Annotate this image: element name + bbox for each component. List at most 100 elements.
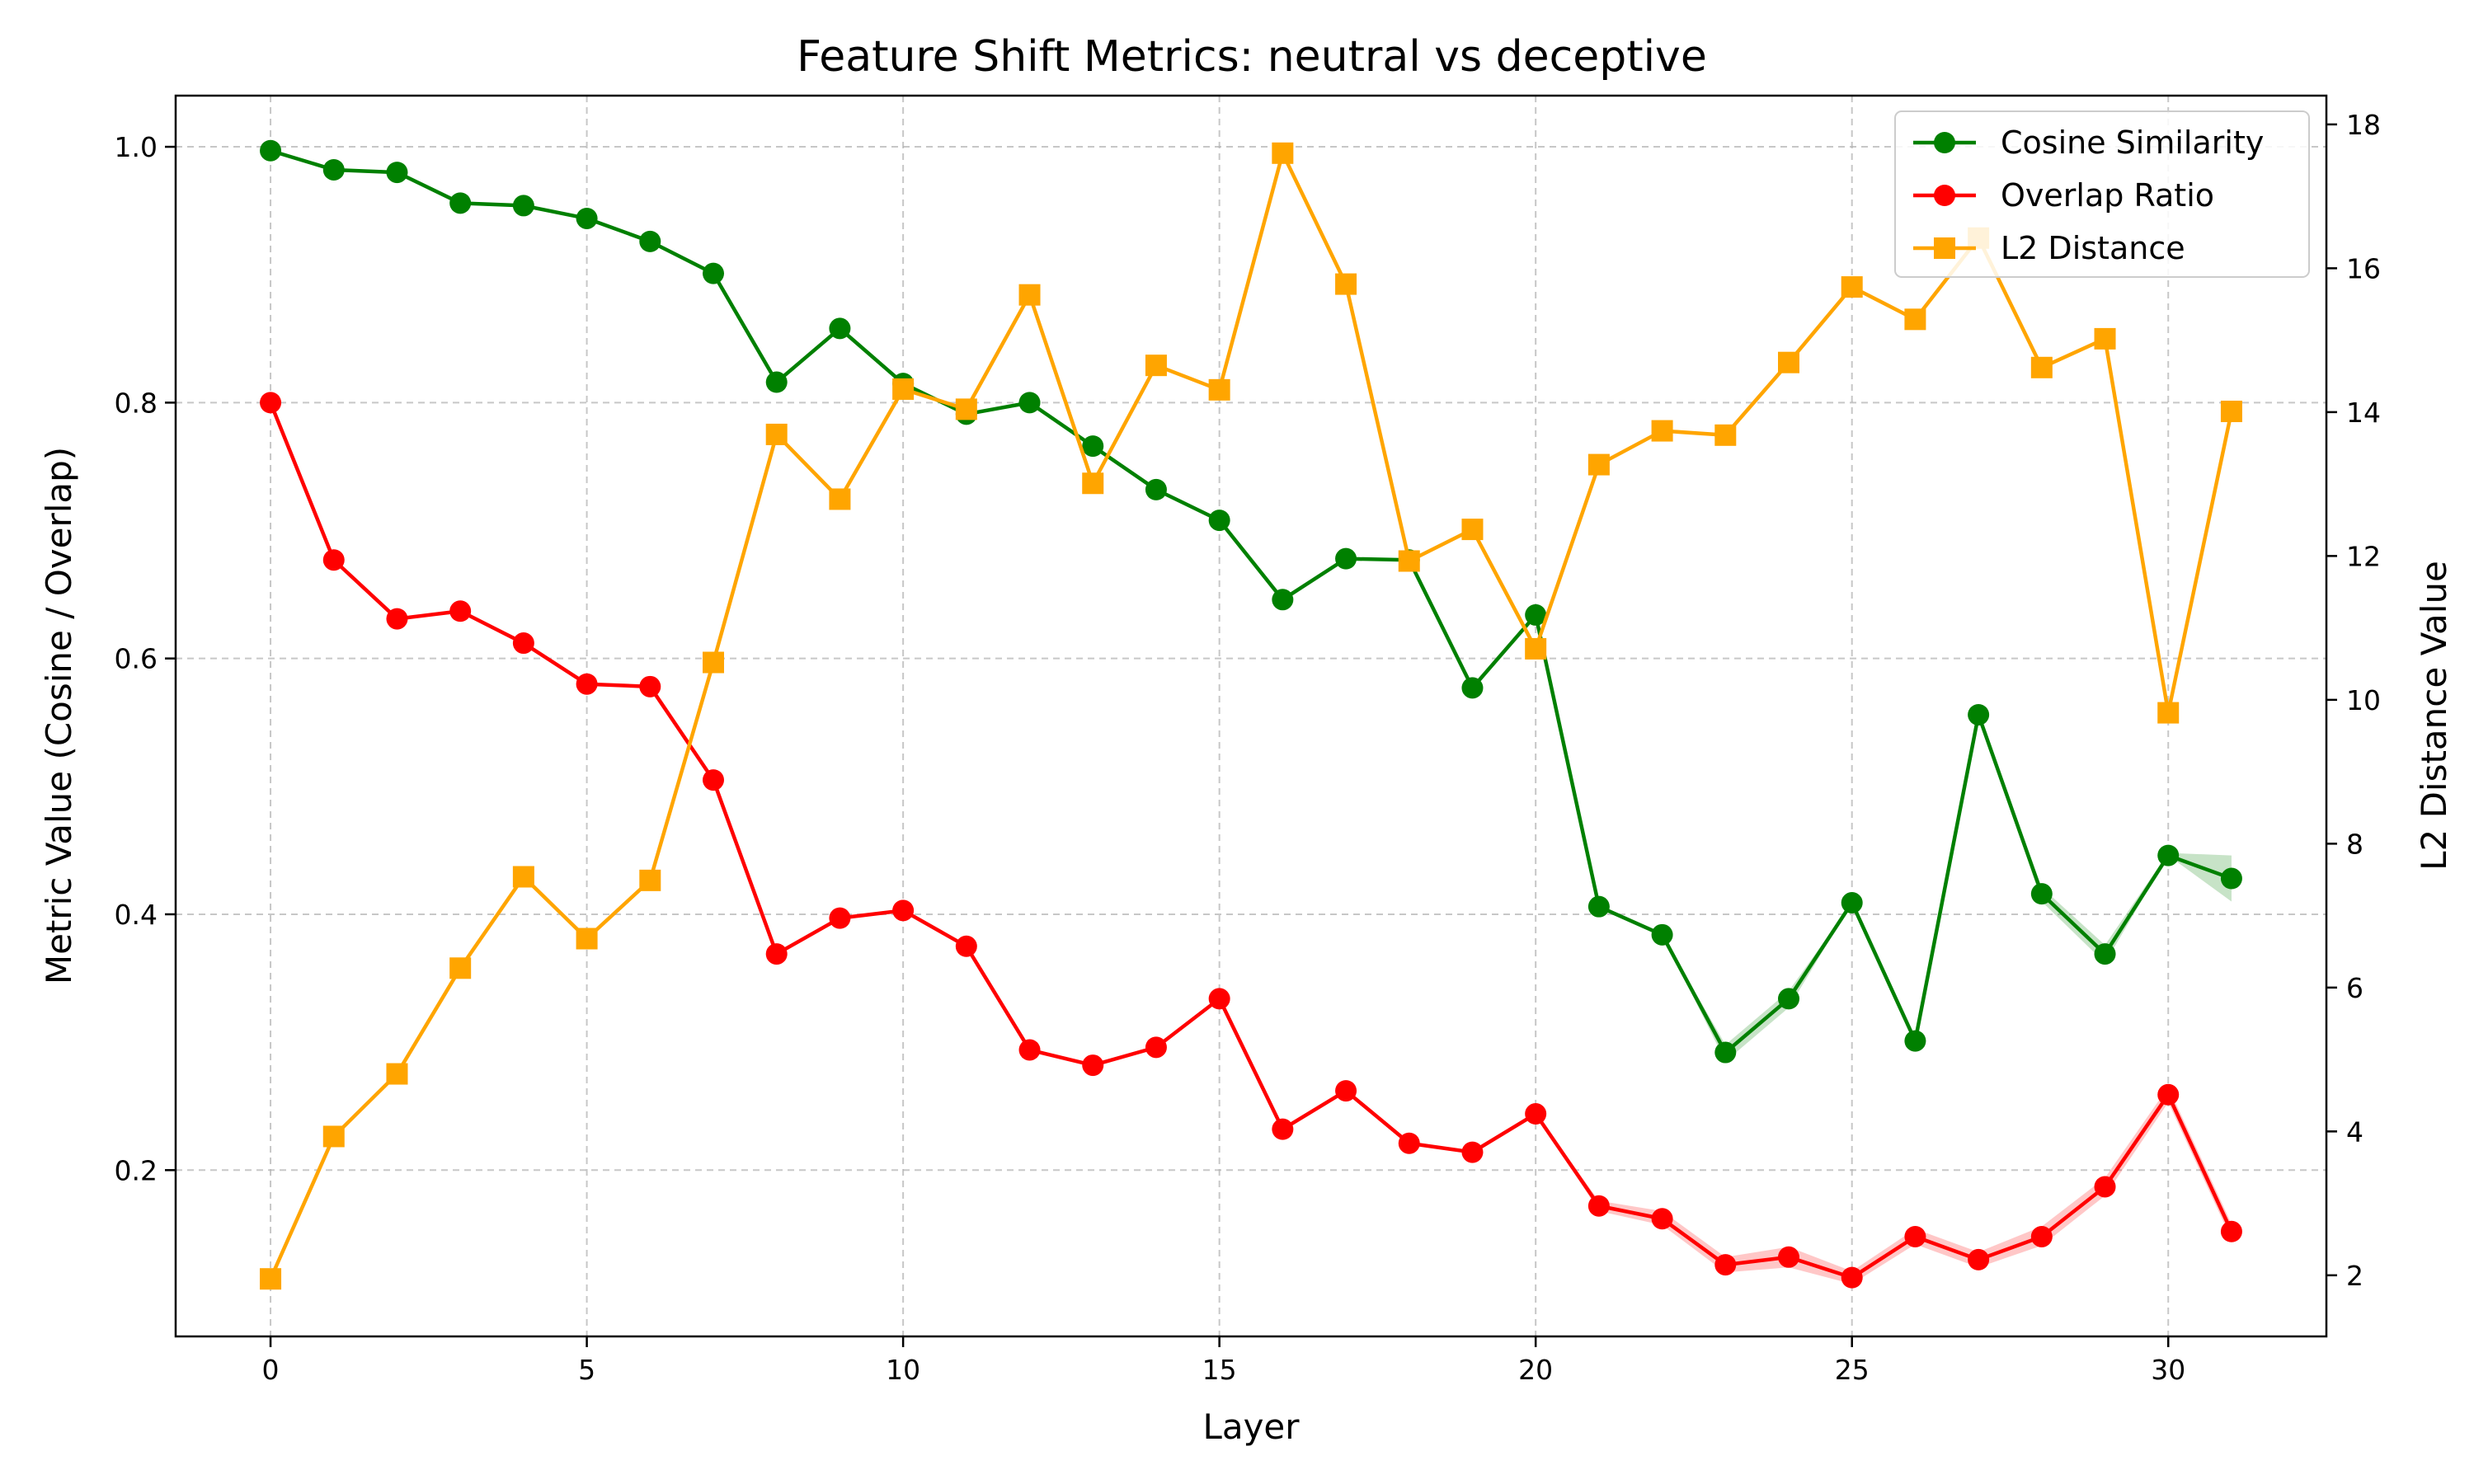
overlap-ratio-point bbox=[2030, 1225, 2053, 1247]
cosine-similarity-point bbox=[2094, 943, 2116, 965]
cosine-similarity-point bbox=[829, 317, 851, 340]
y-axis-left: 0.2 0.4 0.6 0.8 1.0 bbox=[115, 131, 176, 1186]
overlap-ratio-point bbox=[829, 907, 851, 929]
overlap-ratio-point bbox=[765, 943, 788, 965]
l2-distance-point bbox=[703, 651, 724, 674]
l2-distance-point bbox=[1841, 276, 1863, 298]
overlap-ratio-point bbox=[260, 392, 282, 414]
legend: Cosine Similarity Overlap Ratio L2 Distanc… bbox=[1894, 110, 2310, 278]
cosine-similarity-point bbox=[639, 230, 661, 252]
l2-distance-point bbox=[322, 1125, 345, 1148]
cosine-similarity-point bbox=[386, 162, 408, 184]
overlap-ratio-point bbox=[449, 600, 472, 622]
overlap-ratio-point bbox=[1587, 1195, 1610, 1217]
l2-distance-point bbox=[386, 1063, 408, 1085]
l2-distance-point bbox=[1651, 420, 1673, 442]
y-axis-right: 2 4 6 8 10 12 14 16 18 bbox=[2326, 109, 2381, 1292]
legend-marker-overlap-ratio bbox=[1934, 185, 1955, 206]
l2-distance-point bbox=[829, 488, 851, 510]
l2-distance-point bbox=[765, 423, 788, 445]
cosine-similarity-point bbox=[1018, 392, 1041, 414]
series-lines bbox=[260, 139, 2242, 1290]
cosine-similarity-point bbox=[1145, 478, 1167, 500]
overlap-ratio-point bbox=[703, 769, 724, 791]
overlap-ratio-point bbox=[955, 935, 977, 957]
l2-distance-point bbox=[639, 869, 661, 891]
cosine-similarity-point bbox=[1335, 547, 1357, 570]
overlap-ratio-point bbox=[1272, 1118, 1294, 1140]
cosine-similarity-point bbox=[1841, 892, 1863, 914]
chart-title: Feature Shift Metrics: neutral vs decept… bbox=[797, 32, 1707, 82]
overlap-ratio-point bbox=[1082, 1054, 1104, 1077]
legend-box bbox=[1894, 110, 2310, 278]
y-left-tick-label: 1.0 bbox=[115, 131, 158, 163]
x-axis-label: Layer bbox=[1202, 1407, 1300, 1447]
cosine-similarity-point bbox=[1714, 1041, 1737, 1064]
l2-distance-point bbox=[1145, 355, 1167, 377]
cosine-similarity-point bbox=[1587, 895, 1610, 918]
cosine-similarity-point bbox=[2157, 844, 2180, 866]
l2-distance-point bbox=[2030, 356, 2053, 378]
cosine-similarity-point bbox=[765, 371, 788, 393]
y-right-tick-label: 6 bbox=[2346, 972, 2363, 1004]
l2-distance-point bbox=[1208, 378, 1230, 401]
overlap-ratio-point bbox=[512, 632, 534, 655]
overlap-ratio-point bbox=[1018, 1039, 1041, 1061]
y-left-tick-label: 0.8 bbox=[115, 387, 158, 419]
overlap-ratio-point bbox=[322, 549, 345, 571]
plot-frame bbox=[174, 94, 2328, 1338]
overlap-ratio-point bbox=[1841, 1266, 1863, 1289]
l2-distance-point bbox=[512, 866, 534, 888]
overlap-ratio-point bbox=[1904, 1225, 1926, 1247]
cosine-similarity-point bbox=[1968, 703, 1990, 726]
overlap-ratio-point bbox=[576, 673, 598, 695]
x-tick-label: 5 bbox=[578, 1354, 595, 1386]
cosine-similarity-point bbox=[1778, 988, 1799, 1010]
l2-distance-point bbox=[1525, 637, 1547, 660]
cosine-similarity-point bbox=[1651, 923, 1673, 946]
l2-distance-point bbox=[1335, 273, 1357, 295]
cosine-similarity-point bbox=[2220, 867, 2242, 890]
l2-distance-point bbox=[1587, 453, 1610, 476]
cosine-similarity-point bbox=[260, 139, 282, 162]
overlap-ratio-point bbox=[1208, 988, 1230, 1010]
x-tick-label: 15 bbox=[1202, 1354, 1237, 1386]
l2-distance-point bbox=[1398, 550, 1420, 572]
cosine-similarity-point bbox=[322, 158, 345, 181]
y-left-tick-label: 0.4 bbox=[115, 899, 158, 931]
legend-label-overlap-ratio: Overlap Ratio bbox=[2001, 177, 2214, 214]
cosine-similarity-point bbox=[512, 195, 534, 217]
cosine-similarity-point bbox=[1272, 589, 1294, 611]
cosine-similarity-line bbox=[270, 148, 2232, 1054]
overlap-ratio-point bbox=[2220, 1220, 2242, 1242]
l2-distance-point bbox=[1714, 424, 1737, 446]
l2-distance-point bbox=[1904, 308, 1926, 331]
overlap-ratio-point bbox=[892, 899, 915, 922]
cosine-similarity-point bbox=[449, 192, 472, 214]
l2-distance-point bbox=[2094, 327, 2116, 350]
overlap-ratio-point bbox=[639, 675, 661, 697]
overlap-ratio-point bbox=[1651, 1208, 1673, 1230]
l2-distance-point bbox=[1778, 351, 1799, 373]
x-tick-label: 10 bbox=[886, 1354, 920, 1386]
y-right-tick-label: 8 bbox=[2346, 828, 2363, 860]
l2-distance-point bbox=[1082, 472, 1104, 495]
overlap-ratio-point bbox=[1461, 1141, 1484, 1163]
l2-distance-point bbox=[2157, 702, 2180, 724]
cosine-similarity-point bbox=[1461, 677, 1484, 699]
legend-marker-l2-distance bbox=[1934, 237, 1955, 259]
x-axis: 0 5 10 15 20 25 30 bbox=[262, 1336, 2185, 1386]
x-tick-label: 30 bbox=[2151, 1354, 2185, 1386]
l2-distance-point bbox=[1018, 284, 1041, 306]
l2-distance-point bbox=[1461, 519, 1484, 541]
y-left-tick-label: 0.2 bbox=[115, 1154, 158, 1186]
l2-distance-point bbox=[576, 928, 598, 950]
overlap-ratio-point bbox=[1145, 1036, 1167, 1059]
cosine-similarity-point bbox=[1904, 1030, 1926, 1052]
y-left-tick-label: 0.6 bbox=[115, 643, 158, 675]
y-axis-right-label: L2 Distance Value bbox=[2414, 561, 2454, 871]
legend-label-cosine-similarity: Cosine Similarity bbox=[2001, 124, 2264, 161]
l2-distance-point bbox=[892, 378, 915, 400]
l2-distance-point bbox=[260, 1268, 282, 1290]
overlap-ratio-point bbox=[2157, 1083, 2180, 1106]
